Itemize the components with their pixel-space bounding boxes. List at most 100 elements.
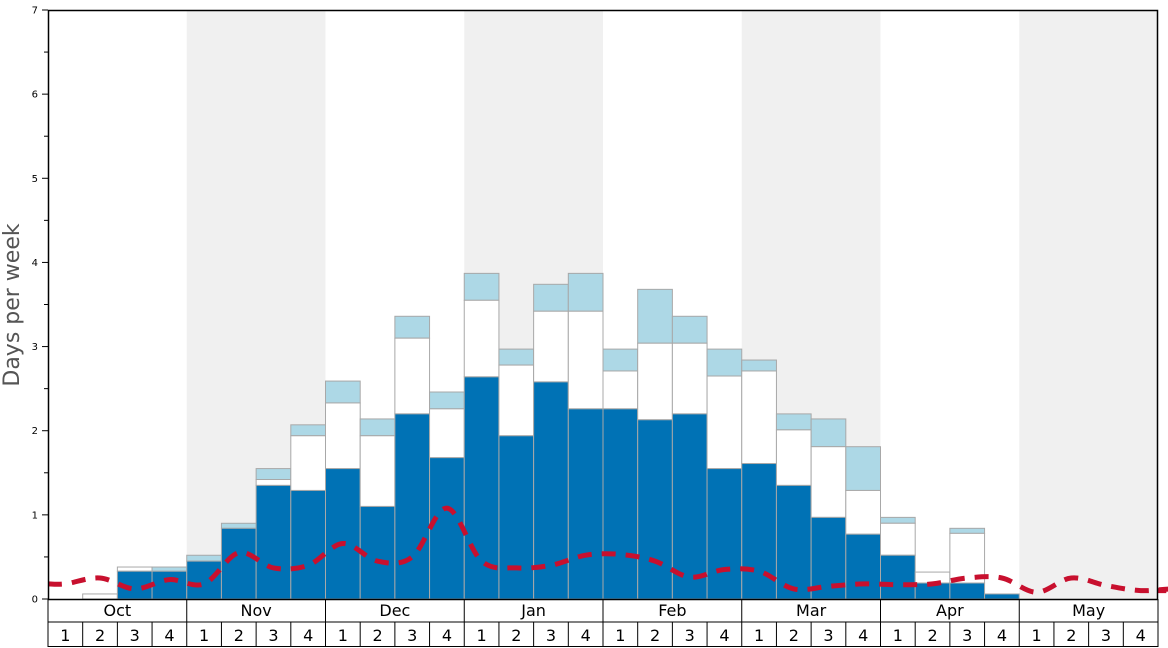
- bar-middle: [255, 479, 292, 486]
- week-label: 2: [95, 626, 105, 645]
- y-tick-label: 5: [32, 174, 38, 185]
- bar-middle: [775, 429, 812, 486]
- week-label: 4: [303, 626, 313, 645]
- week-label: 3: [546, 626, 556, 645]
- bar-top: [290, 424, 326, 437]
- month-label: Apr: [936, 601, 964, 620]
- bar-base: [567, 408, 604, 600]
- week-label: 4: [997, 626, 1007, 645]
- week-label: 1: [754, 626, 764, 645]
- bar-top: [498, 348, 535, 366]
- bar-top: [394, 315, 431, 339]
- bar-middle: [429, 408, 465, 459]
- bar-top: [255, 468, 292, 481]
- week-label: 4: [581, 626, 591, 645]
- week-label: 1: [1032, 626, 1042, 645]
- week-label: 4: [719, 626, 729, 645]
- bar-top: [637, 288, 673, 344]
- y-tick-label: 4: [32, 258, 38, 269]
- bar-top: [810, 418, 847, 448]
- bar-top: [671, 315, 708, 344]
- week-label: 2: [372, 626, 382, 645]
- bar-middle: [914, 571, 951, 584]
- month-band-may: [1019, 10, 1158, 599]
- month-label: Oct: [104, 601, 132, 620]
- bar-middle: [671, 342, 708, 415]
- week-label: 4: [858, 626, 868, 645]
- week-label: 4: [442, 626, 452, 645]
- bar-base: [498, 435, 535, 600]
- bar-middle: [602, 370, 639, 410]
- month-label: Nov: [241, 601, 272, 620]
- bar-base: [220, 527, 257, 600]
- bar-middle: [533, 310, 569, 383]
- week-label: 1: [615, 626, 625, 645]
- bar-middle: [741, 370, 777, 465]
- trend-line: [47, 505, 1168, 595]
- bar-base: [290, 489, 326, 600]
- bar-middle: [394, 337, 431, 415]
- bar-top: [741, 359, 777, 372]
- bar-middle: [845, 489, 881, 535]
- week-label: 1: [60, 626, 70, 645]
- bar-top: [359, 418, 396, 437]
- y-axis: 0 1 2 3 4 5 6 7: [32, 6, 48, 606]
- bar-top: [880, 516, 916, 524]
- bar-base: [845, 533, 881, 600]
- month-label: Feb: [658, 601, 686, 620]
- bar-middle: [116, 566, 153, 572]
- y-tick-label: 1: [32, 510, 38, 521]
- x-axis: Oct 1 2 3 4 Nov 1 2 3 4 Dec 1 2 3 4 Jan 1 2 3 4 Feb 1 2 3 4 Mar 1 2…: [47, 599, 1159, 647]
- y-axis-label: Days per week: [0, 223, 25, 386]
- bar-base: [429, 457, 465, 600]
- bar-middle: [359, 435, 396, 507]
- bar-base: [186, 560, 222, 600]
- bar-base: [637, 419, 673, 600]
- bar-top: [220, 522, 257, 529]
- bar-top: [949, 527, 986, 534]
- bar-base: [880, 554, 916, 600]
- week-label: 2: [1066, 626, 1076, 645]
- bar-base: [602, 408, 639, 600]
- y-tick-label: 6: [32, 90, 38, 101]
- week-label: 3: [130, 626, 140, 645]
- bar-middle: [706, 375, 743, 470]
- bar-top: [567, 272, 604, 312]
- week-label: 1: [199, 626, 209, 645]
- week-label: 2: [234, 626, 244, 645]
- y-tick-label: 0: [32, 595, 38, 606]
- month-label: May: [1072, 601, 1105, 620]
- bar-middle: [463, 299, 500, 378]
- plot-frame: [47, 9, 1159, 601]
- bar-top: [533, 283, 569, 312]
- week-label: 1: [477, 626, 487, 645]
- bar-middle: [810, 446, 847, 518]
- bar-middle: [637, 342, 673, 421]
- week-label: 1: [338, 626, 348, 645]
- month-label: Dec: [379, 601, 410, 620]
- week-label: 4: [164, 626, 174, 645]
- week-label: 2: [511, 626, 521, 645]
- week-label: 3: [1101, 626, 1111, 645]
- bar-middle: [498, 364, 535, 437]
- bar-middle: [880, 522, 916, 556]
- week-label: 3: [962, 626, 972, 645]
- bar-top: [463, 272, 500, 301]
- bar-base: [325, 468, 361, 600]
- y-tick-label: 3: [32, 342, 38, 353]
- month-label: Jan: [520, 601, 546, 620]
- bar-middle: [325, 402, 361, 470]
- week-label: 2: [789, 626, 799, 645]
- bar-top: [775, 413, 812, 431]
- week-label: 2: [650, 626, 660, 645]
- bar-middle: [82, 593, 118, 600]
- week-label: 1: [893, 626, 903, 645]
- bar-base: [255, 484, 292, 600]
- week-label: 3: [268, 626, 278, 645]
- y-tick-label: 2: [32, 426, 38, 437]
- bar-base: [706, 468, 743, 600]
- bar-middle: [567, 310, 604, 410]
- week-label: 3: [407, 626, 417, 645]
- bar-top: [429, 391, 465, 410]
